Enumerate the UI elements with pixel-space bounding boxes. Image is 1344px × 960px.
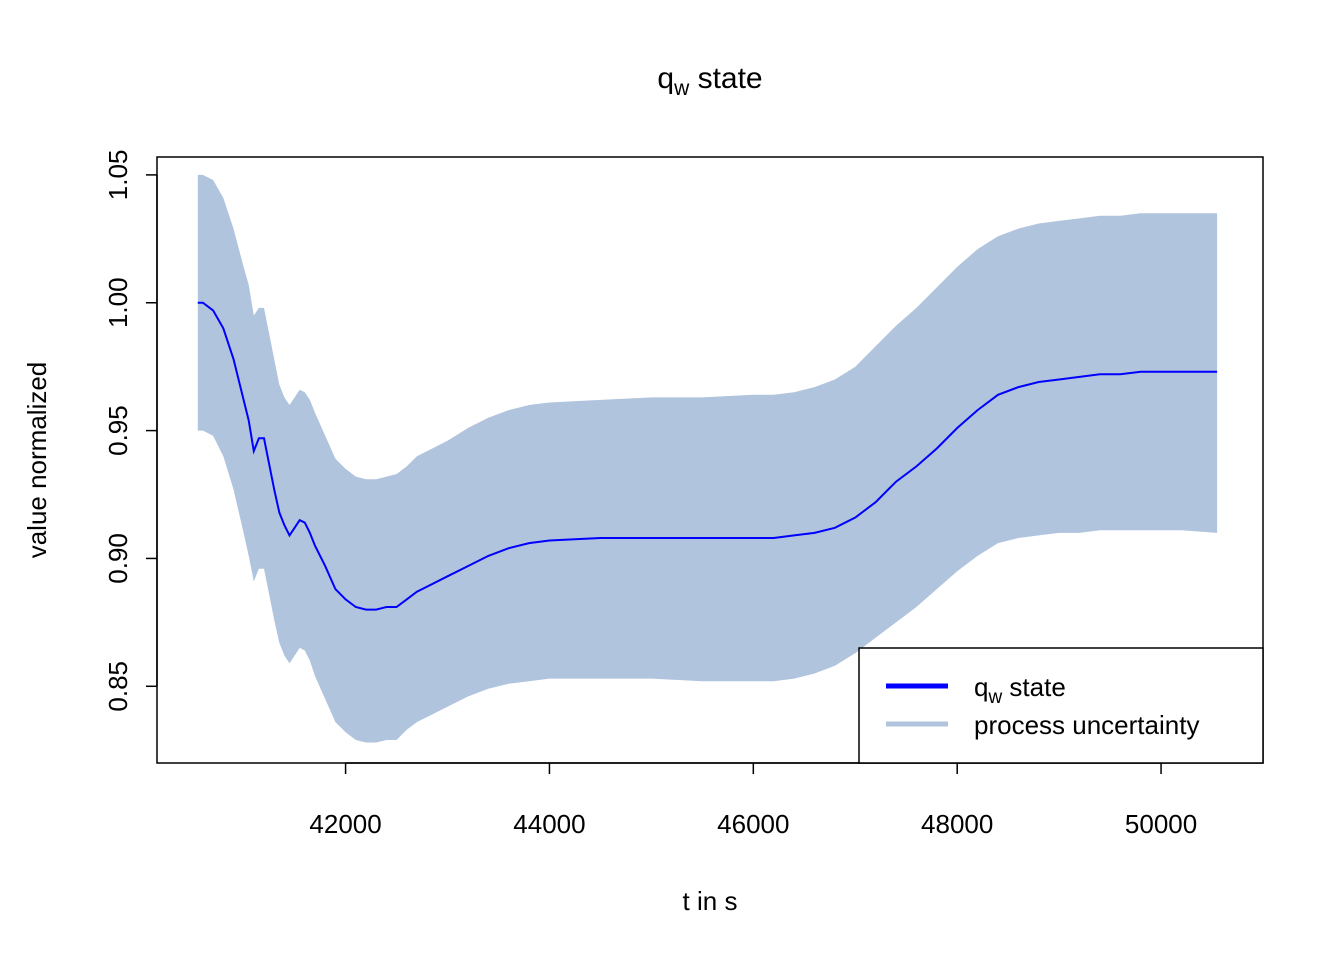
chart-title: qw state (657, 62, 762, 100)
x-axis: 42000 44000 46000 48000 50000 (309, 762, 1197, 839)
y-tick-label: 0.95 (103, 405, 133, 456)
x-tick-label: 50000 (1125, 809, 1197, 839)
y-axis: 0.85 0.90 0.95 1.00 1.05 (103, 150, 158, 712)
x-axis-label: t in s (683, 886, 738, 916)
y-tick-label: 0.90 (103, 533, 133, 584)
legend-label-state-subscript: w (987, 687, 1002, 708)
legend-label-state: qw state (974, 672, 1066, 708)
legend: qw state process uncertainty (858, 647, 1264, 764)
y-tick-label: 1.00 (103, 277, 133, 328)
x-tick-label: 44000 (513, 809, 585, 839)
y-tick-label: 1.05 (103, 150, 133, 201)
uncertainty-band (197, 174, 1218, 743)
x-tick-label: 42000 (309, 809, 381, 839)
x-tick-label: 46000 (717, 809, 789, 839)
y-tick-label: 0.85 (103, 661, 133, 712)
legend-label-uncertainty: process uncertainty (974, 710, 1199, 740)
chart-title-subscript: w (673, 77, 690, 100)
legend-label-state-rest: state (1002, 672, 1066, 702)
y-axis-label: value normalized (22, 362, 52, 559)
state-line (197, 301, 1218, 611)
legend-box (858, 647, 1264, 764)
x-tick-label: 48000 (921, 809, 993, 839)
chart-title-main: q (657, 62, 674, 95)
chart-title-rest: state (689, 62, 762, 95)
legend-label-state-main: q (974, 672, 988, 702)
plot-area (197, 174, 1218, 743)
